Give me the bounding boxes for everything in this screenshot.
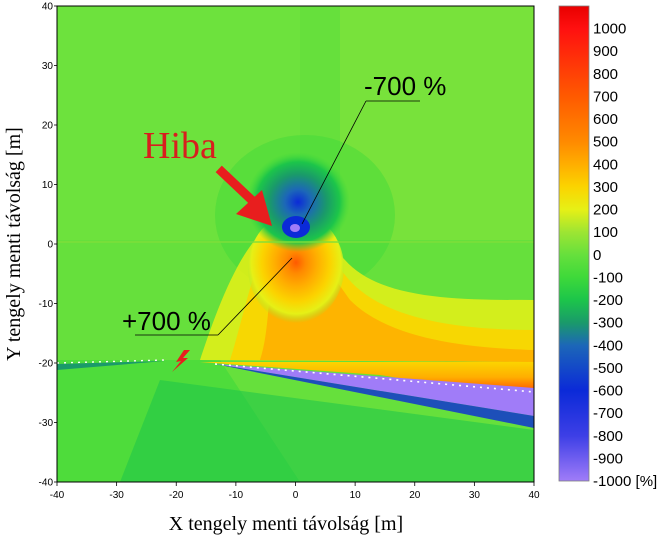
colorbar-tick-label: -600 — [593, 383, 623, 400]
x-tick-label: 20 — [409, 490, 421, 501]
colorbar-tick-label: 0 — [593, 247, 601, 264]
positive-callout-leader — [217, 257, 293, 336]
colorbar-tick-label: 300 — [593, 179, 618, 196]
colorbar-tick-label: -500 — [593, 360, 623, 377]
colorbar-tick-label: 800 — [593, 66, 618, 83]
x-axis-ticks: -40 -30 -20 -10 0 10 20 30 40 — [50, 482, 540, 501]
colorbar-tick-label: -1000 [%] — [593, 473, 657, 490]
colorbar-labels: 10009008007006005004003002001000-100-200… — [593, 21, 657, 490]
x-axis-title: X tengely menti távolság [m] — [169, 513, 403, 535]
colorbar-tick-label: 200 — [593, 202, 618, 219]
fault-lightning-icon — [172, 350, 190, 372]
colorbar-tick-label: 700 — [593, 88, 618, 105]
y-axis-title: Y tengely menti távolság [m] — [3, 127, 25, 361]
colorbar-tick-label: -900 — [593, 450, 623, 467]
colorbar-tick-label: 600 — [593, 111, 618, 128]
arrow-head — [236, 190, 272, 226]
colorbar-tick-label: -400 — [593, 337, 623, 354]
colorbar-tick-label: -100 — [593, 269, 623, 286]
colorbar: 10009008007006005004003002001000-100-200… — [558, 5, 657, 490]
colorbar-tick-label: 400 — [593, 156, 618, 173]
x-tick-label: 40 — [528, 490, 540, 501]
y-tick-label: -20 — [39, 359, 54, 370]
field-lower-shade — [120, 380, 534, 482]
colorbar-frame — [558, 5, 590, 482]
y-tick-label: 10 — [42, 180, 54, 191]
y-axis-ticks: 40 30 20 10 0 -10 -20 -30 -40 — [39, 2, 57, 489]
x-tick-label: -10 — [229, 490, 244, 501]
negative-peak-halo — [246, 152, 350, 252]
colorbar-tick-label: 900 — [593, 43, 618, 60]
fault-arrow — [215, 165, 272, 226]
negative-peak-label: -700 % — [364, 71, 446, 101]
x-tick-label: -20 — [169, 490, 184, 501]
colorbar-tick-label: 500 — [593, 134, 618, 151]
interface-dots — [214, 363, 534, 393]
left-fault-line — [57, 361, 165, 370]
colorbar-tick-label: -300 — [593, 315, 623, 332]
negative-callout-leader — [301, 100, 367, 225]
x-tick-label: -30 — [109, 490, 124, 501]
y-tick-label: 40 — [42, 2, 54, 13]
colorbar-tick-label: -200 — [593, 292, 623, 309]
x-tick-label: -40 — [50, 490, 65, 501]
colorbar-tick-label: 100 — [593, 224, 618, 241]
negative-peak-center — [290, 224, 300, 232]
y-tick-label: -40 — [39, 478, 54, 489]
negative-wedge-edge — [215, 364, 534, 428]
y-tick-label: 0 — [47, 240, 53, 251]
x-tick-label: 0 — [293, 490, 299, 501]
x-tick-label: 10 — [350, 490, 362, 501]
colorbar-tick-label: -800 — [593, 428, 623, 445]
colorbar-ramp — [559, 6, 589, 481]
red-band — [200, 362, 534, 400]
y-tick-label: -10 — [39, 299, 54, 310]
colorbar-tick-label: 1000 — [593, 21, 626, 38]
colorbar-tick-label: -700 — [593, 405, 623, 422]
fault-label: Hiba — [143, 125, 217, 167]
y-tick-label: 30 — [42, 61, 54, 72]
field-upper-right-shade — [340, 6, 534, 240]
field-upper-left-shade — [57, 6, 300, 240]
x-tick-label: 30 — [469, 490, 481, 501]
plot-area — [57, 6, 534, 482]
y-tick-label: 20 — [42, 121, 54, 132]
y-tick-label: -30 — [39, 418, 54, 429]
positive-peak-label: +700 % — [122, 306, 211, 336]
